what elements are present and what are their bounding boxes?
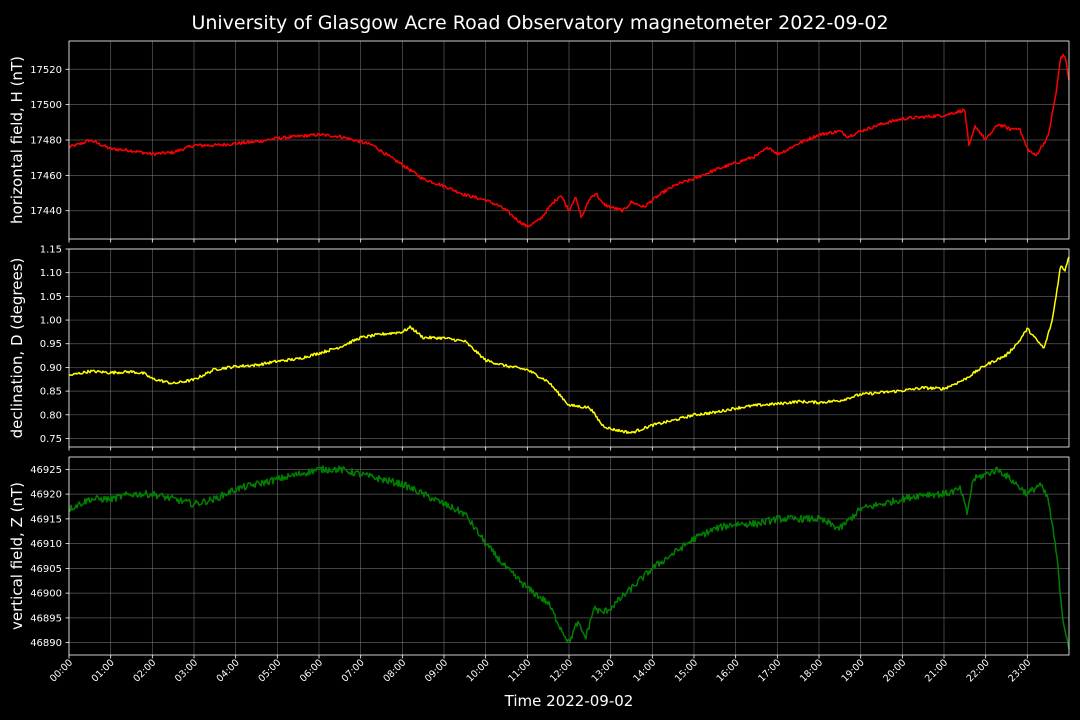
x-tick-label: 04:00	[215, 657, 242, 684]
x-tick-label: 20:00	[881, 657, 908, 684]
y-tick-label: 0.75	[40, 434, 62, 445]
series-line	[68, 256, 1070, 435]
y-tick-label: 46925	[30, 465, 62, 476]
panel-frame	[68, 456, 1070, 656]
y-tick-label: 46905	[30, 564, 62, 575]
x-tick-label: 13:00	[590, 657, 617, 684]
series-line	[68, 465, 1070, 650]
y-axis-label: declination, D (degrees)	[8, 258, 26, 439]
y-tick-label: 17520	[30, 65, 62, 76]
x-tick-label: 10:00	[465, 657, 492, 684]
panel-2: 0.75 0.80 0.85 0.90 0.95 1.00 1.05 1.10 1.15 decl…	[8, 245, 1070, 451]
panel-3: 46890 46895 46900 46905 46910 46915 46920 46925…	[8, 456, 1070, 659]
x-tick-label: 09:00	[423, 657, 450, 684]
y-tick-label: 0.90	[40, 363, 62, 374]
y-tick-label: 1.15	[40, 245, 62, 256]
y-tick-label: 17480	[30, 136, 62, 147]
y-tick-label: 0.95	[40, 339, 62, 350]
y-axis-label: horizontal field, H (nT)	[8, 56, 26, 224]
series-line	[68, 53, 1070, 228]
x-tick-label: 11:00	[506, 657, 533, 684]
x-tick-label: 08:00	[381, 657, 408, 684]
y-tick-label: 17500	[30, 100, 62, 111]
x-tick-label: 23:00	[1006, 657, 1033, 684]
y-tick-label: 0.85	[40, 387, 62, 398]
x-tick-label: 05:00	[256, 657, 283, 684]
y-tick-label: 1.00	[40, 316, 62, 327]
x-tick-label: 21:00	[923, 657, 950, 684]
y-tick-label: 46910	[30, 539, 62, 550]
y-tick-label: 46890	[30, 638, 62, 649]
x-tick-label: 01:00	[90, 657, 117, 684]
x-tick-label: 18:00	[798, 657, 825, 684]
x-tick-label: 15:00	[673, 657, 700, 684]
y-tick-label: 46900	[30, 589, 62, 600]
y-tick-label: 46895	[30, 613, 62, 624]
x-tick-label: 12:00	[548, 657, 575, 684]
x-tick-label: 00:00	[48, 657, 75, 684]
x-tick-label: 03:00	[173, 657, 200, 684]
x-tick-label: 02:00	[131, 657, 158, 684]
x-tick-label: 17:00	[756, 657, 783, 684]
chart-title: University of Glasgow Acre Road Observat…	[191, 12, 888, 34]
panel-frame	[68, 248, 1070, 448]
x-tick-label: 19:00	[840, 657, 867, 684]
panel-1: 17440 17460 17480 17500 17520 horizontal fiel…	[8, 40, 1070, 243]
y-axis-label: vertical field, Z (nT)	[8, 482, 26, 630]
y-tick-label: 46915	[30, 514, 62, 525]
x-tick-label: 07:00	[340, 657, 367, 684]
x-tick-label: 22:00	[965, 657, 992, 684]
x-tick-label: 16:00	[715, 657, 742, 684]
y-tick-label: 46920	[30, 490, 62, 501]
x-axis-label: Time 2022-09-02	[504, 692, 634, 710]
y-tick-label: 1.05	[40, 292, 62, 303]
y-tick-label: 17440	[30, 206, 62, 217]
y-tick-label: 0.80	[40, 410, 62, 421]
x-tick-label: 06:00	[298, 657, 325, 684]
panel-frame	[68, 40, 1070, 240]
y-tick-label: 17460	[30, 171, 62, 182]
x-tick-label: 14:00	[631, 657, 658, 684]
y-tick-label: 1.10	[40, 268, 62, 279]
